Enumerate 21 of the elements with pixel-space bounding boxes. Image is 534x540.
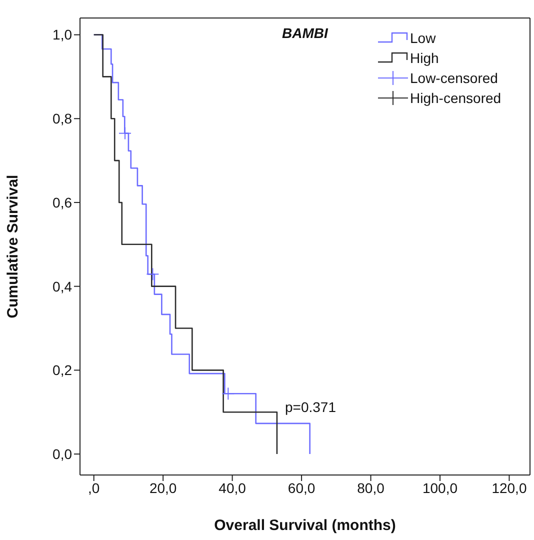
y-tick-label: 0,6 bbox=[52, 194, 72, 210]
x-tick-label: 120,0 bbox=[492, 480, 527, 496]
annotation: p=0.371 bbox=[285, 399, 336, 415]
y-tick-label: 0,0 bbox=[52, 446, 72, 462]
legend-label: Low-censored bbox=[410, 70, 498, 86]
x-tick-label: 60,0 bbox=[288, 480, 316, 496]
x-tick-label: 40,0 bbox=[218, 480, 246, 496]
y-tick-label: 0,4 bbox=[52, 278, 72, 294]
legend-label: High-censored bbox=[410, 90, 502, 106]
y-tick-label: 0,2 bbox=[52, 362, 72, 378]
x-tick-label: 100,0 bbox=[422, 480, 458, 496]
x-tick-label: ,0 bbox=[88, 480, 100, 496]
x-axis-title: Overall Survival (months) bbox=[214, 517, 396, 534]
y-axis-title: Cumulative Survival bbox=[4, 174, 22, 318]
legend-label: High bbox=[410, 50, 439, 66]
x-tick-label: 80,0 bbox=[357, 480, 385, 496]
y-tick-label: 1,0 bbox=[52, 26, 72, 43]
x-tick-label: 20,0 bbox=[149, 480, 177, 496]
y-tick-label: 0,8 bbox=[52, 110, 72, 127]
legend-label: Low bbox=[410, 30, 436, 46]
text: BAMBI bbox=[282, 25, 330, 41]
